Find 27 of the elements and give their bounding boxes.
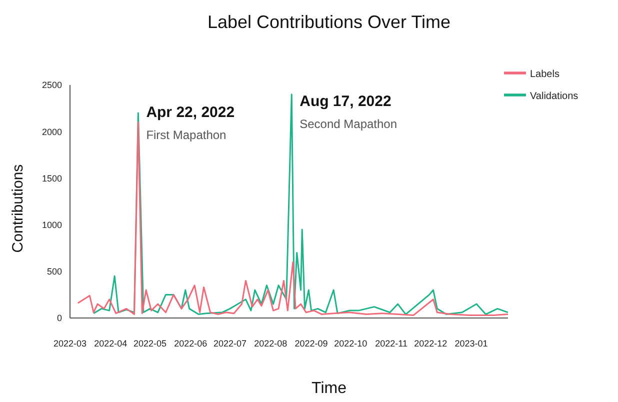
x-tick-label: 2022-03 — [53, 338, 87, 348]
y-tick-label: 500 — [46, 266, 62, 277]
annotation: Second Mapathon — [300, 117, 398, 132]
x-tick-label: 2022-05 — [133, 338, 167, 348]
y-tick-label: 2000 — [42, 126, 62, 137]
x-tick-label: 2022-08 — [254, 338, 288, 348]
annotation: Aug 17, 2022 — [300, 92, 392, 110]
x-tick-label: 2022-10 — [334, 338, 368, 348]
y-tick-label: 2500 — [42, 80, 62, 90]
legend-label: Validations — [530, 91, 578, 102]
x-tick-label: 2022-12 — [414, 338, 448, 348]
x-tick-label: 2023-01 — [454, 338, 488, 348]
x-tick-label: 2022-07 — [213, 338, 247, 348]
legend-label: Labels — [530, 69, 560, 80]
x-tick-label: 2022-04 — [94, 338, 128, 348]
line-series — [92, 94, 508, 316]
x-tick-label: 2022-06 — [174, 338, 208, 348]
x-tick-label: 2022-09 — [294, 338, 328, 348]
y-tick-label: 1000 — [42, 220, 62, 230]
x-axis-title: Time — [310, 380, 348, 398]
x-tick-label: 2022-11 — [375, 338, 408, 348]
y-tick-label: 1500 — [42, 173, 62, 184]
annotation: Apr 22, 2022 — [146, 104, 235, 121]
y-tick-label: 0 — [56, 313, 62, 324]
chart-title: Label Contributions Over Time — [206, 12, 452, 33]
annotation: First Mapathon — [146, 128, 226, 142]
y-axis-title: Contributions — [10, 163, 26, 255]
